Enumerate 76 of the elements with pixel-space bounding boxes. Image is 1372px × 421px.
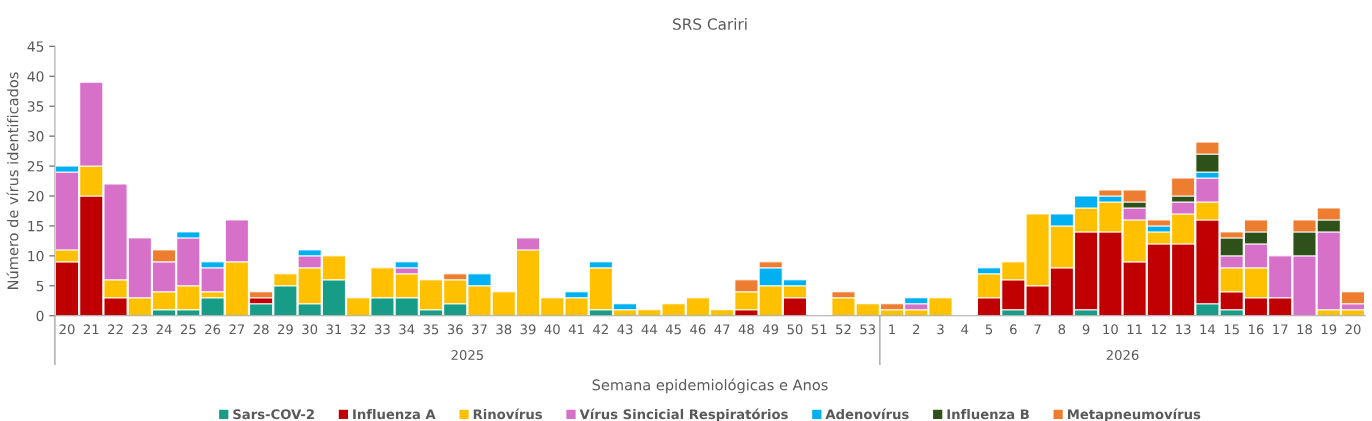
x-tick-label: 40 (544, 324, 560, 335)
x-tick-label: 10 (1103, 324, 1118, 335)
y-tick-label: 0 (36, 310, 44, 322)
text: 2026 (1106, 350, 1139, 360)
legend-label: Metapneumovírus (1067, 408, 1201, 421)
x-tick-label: 48 (738, 324, 754, 335)
x-tick-label: 24 (156, 324, 172, 335)
x-tick-label: 7 (1034, 324, 1041, 335)
x-tick-label: 50 (787, 324, 803, 335)
x-tick-label: 47 (714, 324, 730, 335)
chart-title: SRS Cariri (673, 18, 747, 30)
x-tick-label: 33 (375, 324, 390, 335)
x-tick-label: 13 (1176, 324, 1191, 335)
x-tick-label: 39 (520, 324, 536, 335)
x-tick-label: 5 (985, 324, 993, 335)
x-tick-label: 20 (59, 324, 75, 335)
x-tick-label: 42 (593, 324, 608, 335)
x-tick-label: 36 (447, 324, 463, 335)
x-tick-label: 46 (690, 324, 706, 335)
x-tick-label: 20 (1345, 324, 1361, 335)
x-tick-label: 19 (1321, 324, 1337, 335)
x-tick-label: 11 (1127, 324, 1142, 335)
x-tick-label: 3 (937, 324, 944, 335)
x-tick-label: 52 (836, 324, 851, 335)
x-tick-label: 16 (1249, 324, 1264, 335)
x-tick-label: 8 (1058, 324, 1066, 335)
x-tick-label: 51 (811, 324, 827, 335)
legend-label: Rinovírus (473, 408, 542, 420)
legend-label: Sars-COV-2 (233, 409, 314, 420)
x-tick-label: 37 (472, 324, 487, 335)
y-tick-label: 20 (27, 190, 44, 202)
x-tick-label: 38 (496, 324, 512, 335)
x-tick-label: 32 (350, 324, 366, 335)
x-tick-label: 12 (1151, 324, 1166, 335)
x-tick-label: 1 (889, 324, 895, 335)
x-tick-label: 43 (617, 324, 633, 335)
x-tick-label: 35 (423, 324, 439, 335)
x-tick-label: 17 (1273, 324, 1288, 335)
x-tick-label: 26 (205, 324, 221, 335)
text: 2025 (451, 350, 484, 360)
x-tick-label: 4 (961, 324, 969, 335)
x-tick-label: 9 (1082, 324, 1090, 335)
y-tick-label: 35 (27, 101, 44, 112)
x-tick-label: 15 (1224, 324, 1239, 335)
x-tick-label: 14 (1200, 324, 1216, 335)
y-tick-label: 10 (28, 250, 44, 262)
x-tick-label: 2 (913, 324, 920, 335)
x-tick-label: 18 (1297, 324, 1312, 335)
x-tick-label: 27 (229, 324, 245, 335)
x-tick-label: 31 (326, 324, 342, 335)
x-tick-label: 21 (83, 324, 99, 335)
x-tick-label: 34 (399, 324, 415, 335)
x-tick-label: 22 (108, 324, 123, 335)
y-tick-label: 25 (27, 161, 44, 172)
x-tick-label: 28 (253, 324, 269, 335)
legend-label: Influenza A (353, 408, 436, 420)
legend-label: Influenza B (947, 408, 1029, 420)
y-axis-title: Número de vírus identificados (6, 72, 19, 289)
legend-label: Adenovírus (825, 408, 909, 420)
y-tick-label: 5 (36, 280, 44, 292)
x-tick-label: 30 (302, 324, 318, 335)
x-tick-label: 49 (762, 324, 779, 335)
x-tick-label: 6 (1010, 324, 1017, 335)
x-tick-label: 44 (641, 324, 657, 335)
y-tick-label: 40 (27, 71, 44, 82)
y-tick-label: 30 (27, 131, 44, 142)
legend-label: Vírus Sincicial Respiratórios (579, 408, 788, 421)
x-tick-label: 23 (132, 324, 148, 335)
x-tick-label: 53 (860, 324, 876, 335)
y-tick-label: 15 (28, 221, 44, 232)
x-tick-label: 41 (568, 324, 584, 335)
x-tick-label: 45 (665, 324, 681, 335)
x-tick-label: 25 (180, 324, 196, 335)
x-tick-label: 29 (277, 324, 293, 335)
x-axis-title: Semana epidemiológicas e Anos (592, 378, 828, 394)
y-tick-label: 45 (27, 41, 44, 52)
